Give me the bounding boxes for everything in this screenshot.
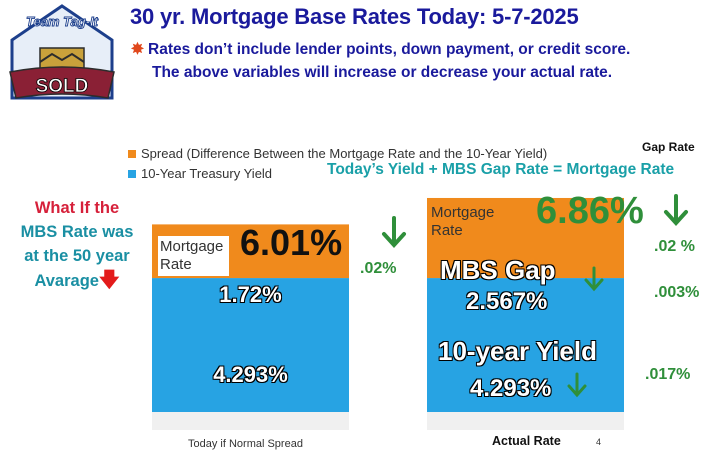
left-spread-value-label: 1.72%: [219, 282, 282, 307]
disclaimer-line-1: ✸ Rates don’t include lender points, down…: [131, 40, 630, 59]
legend-swatch-yield: [128, 169, 136, 178]
right-yield-value-label: 4.293%: [470, 375, 552, 402]
gap-change-mbs: .003%: [654, 284, 700, 301]
what-if-line-4: Avarage: [34, 272, 99, 290]
legend-yield: 10-Year Treasury Yield: [128, 166, 272, 181]
gap-rate-header: Gap Rate: [642, 140, 695, 154]
gap-change-yield: .017%: [645, 366, 691, 383]
left-mortgage-rate: 6.01%: [240, 222, 343, 263]
legend-swatch-spread: [128, 149, 136, 158]
left-green-down-arrow-icon: [382, 216, 406, 248]
burst-icon: ✸: [131, 41, 144, 58]
bar-spread-1: [427, 197, 624, 279]
legend-label-spread: Spread (Difference Between the Mortgage …: [141, 146, 548, 161]
what-if-note: What If the MBS Rate was at the 50 year …: [2, 196, 152, 293]
right-mortgage-rate: 6.86%: [536, 190, 644, 232]
bar-yield-0: [152, 278, 349, 412]
rate-formula: Today’s Yield + MBS Gap Rate = Mortgage …: [327, 161, 675, 178]
right-spread-value-label: 2.567%: [466, 288, 548, 315]
bar-footer-strip-left: [152, 412, 349, 430]
legend-label-yield: 10-Year Treasury Yield: [141, 166, 273, 181]
disclaimer-text-1: Rates don’t include lender points, down …: [148, 41, 631, 58]
what-if-line-3: at the 50 year: [24, 247, 130, 265]
right-spread-title-label: MBS Gap: [440, 255, 556, 285]
x-label-left: Today if Normal Spread: [188, 438, 303, 450]
disclaimer-line-2: The above variables will increase or dec…: [152, 64, 613, 81]
team-tag-it-sold-logo: SOLD Team Tag-It: [9, 4, 115, 100]
bar-footer-strip-right: [427, 412, 624, 430]
left-mortgage-label: Mortgage Rate: [158, 236, 230, 276]
right-yield-title-label: 10-year Yield: [438, 336, 597, 366]
bar-yield-1: [427, 278, 624, 412]
legend-spread: Spread (Difference Between the Mortgage …: [128, 146, 547, 161]
x-label-right: Actual Rate: [492, 434, 561, 448]
stray-mark: 4: [596, 437, 602, 447]
logo-team-text: Team Tag-It: [26, 14, 99, 29]
page-title: 30 yr. Mortgage Base Rates Today: 5-7-20…: [130, 4, 579, 29]
left-yield-value-label: 4.293%: [213, 362, 288, 387]
logo-sold-text: SOLD: [36, 76, 89, 97]
left-rate-change: .02%: [360, 260, 397, 277]
what-if-line-1: What If the: [34, 199, 120, 217]
mbs-green-down-arrow-icon: [584, 266, 604, 292]
yield-green-down-arrow-icon: [567, 372, 587, 398]
red-down-arrow-icon: 🡇: [98, 269, 120, 291]
what-if-line-2: MBS Rate was: [20, 223, 134, 241]
gap-change-total: .02 %: [654, 238, 695, 255]
right-green-down-arrow-icon: [664, 194, 688, 226]
right-mortgage-label: Mortgage Rate: [431, 204, 495, 239]
